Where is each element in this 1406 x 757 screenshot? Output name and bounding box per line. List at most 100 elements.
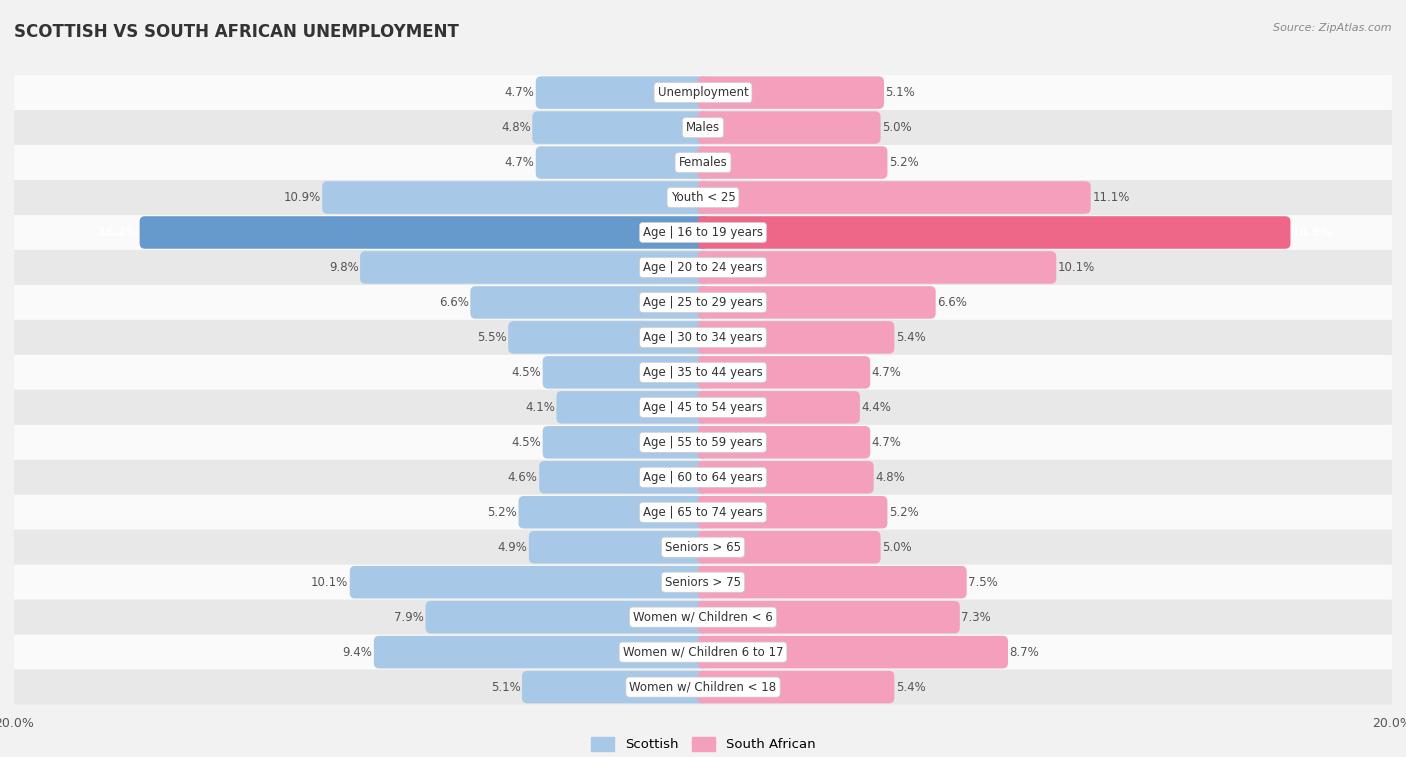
Text: Unemployment: Unemployment	[658, 86, 748, 99]
FancyBboxPatch shape	[471, 286, 709, 319]
FancyBboxPatch shape	[522, 671, 709, 703]
Text: Women w/ Children < 6: Women w/ Children < 6	[633, 611, 773, 624]
FancyBboxPatch shape	[697, 181, 1091, 213]
FancyBboxPatch shape	[697, 426, 870, 459]
Text: 10.9%: 10.9%	[284, 191, 321, 204]
Text: Age | 60 to 64 years: Age | 60 to 64 years	[643, 471, 763, 484]
FancyBboxPatch shape	[14, 285, 1392, 320]
FancyBboxPatch shape	[540, 461, 709, 494]
Text: 4.8%: 4.8%	[875, 471, 905, 484]
Text: 10.1%: 10.1%	[311, 575, 349, 589]
Text: 6.6%: 6.6%	[439, 296, 468, 309]
Text: 4.9%: 4.9%	[498, 540, 527, 553]
Text: Seniors > 65: Seniors > 65	[665, 540, 741, 553]
Text: 4.6%: 4.6%	[508, 471, 537, 484]
FancyBboxPatch shape	[14, 355, 1392, 390]
FancyBboxPatch shape	[697, 391, 860, 424]
Text: 8.7%: 8.7%	[1010, 646, 1039, 659]
Text: Seniors > 75: Seniors > 75	[665, 575, 741, 589]
FancyBboxPatch shape	[14, 75, 1392, 110]
FancyBboxPatch shape	[697, 601, 960, 634]
FancyBboxPatch shape	[543, 426, 709, 459]
FancyBboxPatch shape	[697, 111, 880, 144]
Text: Age | 16 to 19 years: Age | 16 to 19 years	[643, 226, 763, 239]
Text: Age | 55 to 59 years: Age | 55 to 59 years	[643, 436, 763, 449]
Text: 4.4%: 4.4%	[862, 401, 891, 414]
FancyBboxPatch shape	[557, 391, 709, 424]
FancyBboxPatch shape	[543, 356, 709, 388]
Text: Age | 30 to 34 years: Age | 30 to 34 years	[643, 331, 763, 344]
Text: Males: Males	[686, 121, 720, 134]
Text: 4.5%: 4.5%	[512, 366, 541, 378]
Text: Source: ZipAtlas.com: Source: ZipAtlas.com	[1274, 23, 1392, 33]
FancyBboxPatch shape	[533, 111, 709, 144]
FancyBboxPatch shape	[14, 495, 1392, 530]
FancyBboxPatch shape	[350, 566, 709, 599]
FancyBboxPatch shape	[697, 461, 873, 494]
FancyBboxPatch shape	[14, 565, 1392, 600]
FancyBboxPatch shape	[697, 636, 1008, 668]
FancyBboxPatch shape	[14, 180, 1392, 215]
FancyBboxPatch shape	[14, 390, 1392, 425]
Text: 9.8%: 9.8%	[329, 261, 359, 274]
FancyBboxPatch shape	[360, 251, 709, 284]
FancyBboxPatch shape	[697, 566, 967, 599]
Text: 7.3%: 7.3%	[962, 611, 991, 624]
Text: 4.7%: 4.7%	[872, 366, 901, 378]
FancyBboxPatch shape	[14, 530, 1392, 565]
FancyBboxPatch shape	[697, 286, 935, 319]
FancyBboxPatch shape	[322, 181, 709, 213]
FancyBboxPatch shape	[697, 356, 870, 388]
Text: 5.4%: 5.4%	[896, 681, 925, 693]
FancyBboxPatch shape	[697, 671, 894, 703]
Text: 10.1%: 10.1%	[1057, 261, 1095, 274]
FancyBboxPatch shape	[14, 215, 1392, 250]
Text: 9.4%: 9.4%	[343, 646, 373, 659]
FancyBboxPatch shape	[508, 321, 709, 354]
FancyBboxPatch shape	[14, 600, 1392, 634]
FancyBboxPatch shape	[536, 146, 709, 179]
FancyBboxPatch shape	[14, 670, 1392, 705]
Text: Youth < 25: Youth < 25	[671, 191, 735, 204]
Text: 4.7%: 4.7%	[505, 86, 534, 99]
Text: 4.7%: 4.7%	[505, 156, 534, 169]
FancyBboxPatch shape	[697, 321, 894, 354]
FancyBboxPatch shape	[14, 634, 1392, 670]
Text: 4.7%: 4.7%	[872, 436, 901, 449]
FancyBboxPatch shape	[139, 217, 709, 249]
FancyBboxPatch shape	[519, 496, 709, 528]
FancyBboxPatch shape	[14, 110, 1392, 145]
FancyBboxPatch shape	[697, 251, 1056, 284]
Text: 5.2%: 5.2%	[889, 506, 918, 519]
Text: 5.2%: 5.2%	[889, 156, 918, 169]
Text: 5.0%: 5.0%	[882, 121, 911, 134]
Text: 7.5%: 7.5%	[969, 575, 998, 589]
FancyBboxPatch shape	[697, 76, 884, 109]
Text: SCOTTISH VS SOUTH AFRICAN UNEMPLOYMENT: SCOTTISH VS SOUTH AFRICAN UNEMPLOYMENT	[14, 23, 458, 41]
Text: Age | 25 to 29 years: Age | 25 to 29 years	[643, 296, 763, 309]
Text: 16.9%: 16.9%	[1292, 226, 1333, 239]
FancyBboxPatch shape	[14, 145, 1392, 180]
Text: 5.2%: 5.2%	[488, 506, 517, 519]
Text: 5.1%: 5.1%	[886, 86, 915, 99]
Text: 5.0%: 5.0%	[882, 540, 911, 553]
FancyBboxPatch shape	[697, 217, 1291, 249]
Text: Women w/ Children 6 to 17: Women w/ Children 6 to 17	[623, 646, 783, 659]
FancyBboxPatch shape	[529, 531, 709, 563]
FancyBboxPatch shape	[697, 496, 887, 528]
Text: Age | 45 to 54 years: Age | 45 to 54 years	[643, 401, 763, 414]
FancyBboxPatch shape	[697, 531, 880, 563]
Text: 11.1%: 11.1%	[1092, 191, 1129, 204]
FancyBboxPatch shape	[697, 146, 887, 179]
Text: 5.1%: 5.1%	[491, 681, 520, 693]
FancyBboxPatch shape	[14, 320, 1392, 355]
Text: 5.5%: 5.5%	[477, 331, 506, 344]
FancyBboxPatch shape	[14, 250, 1392, 285]
Text: 4.1%: 4.1%	[524, 401, 555, 414]
Legend: Scottish, South African: Scottish, South African	[585, 732, 821, 757]
FancyBboxPatch shape	[374, 636, 709, 668]
FancyBboxPatch shape	[426, 601, 709, 634]
FancyBboxPatch shape	[14, 459, 1392, 495]
Text: 5.4%: 5.4%	[896, 331, 925, 344]
Text: Age | 65 to 74 years: Age | 65 to 74 years	[643, 506, 763, 519]
